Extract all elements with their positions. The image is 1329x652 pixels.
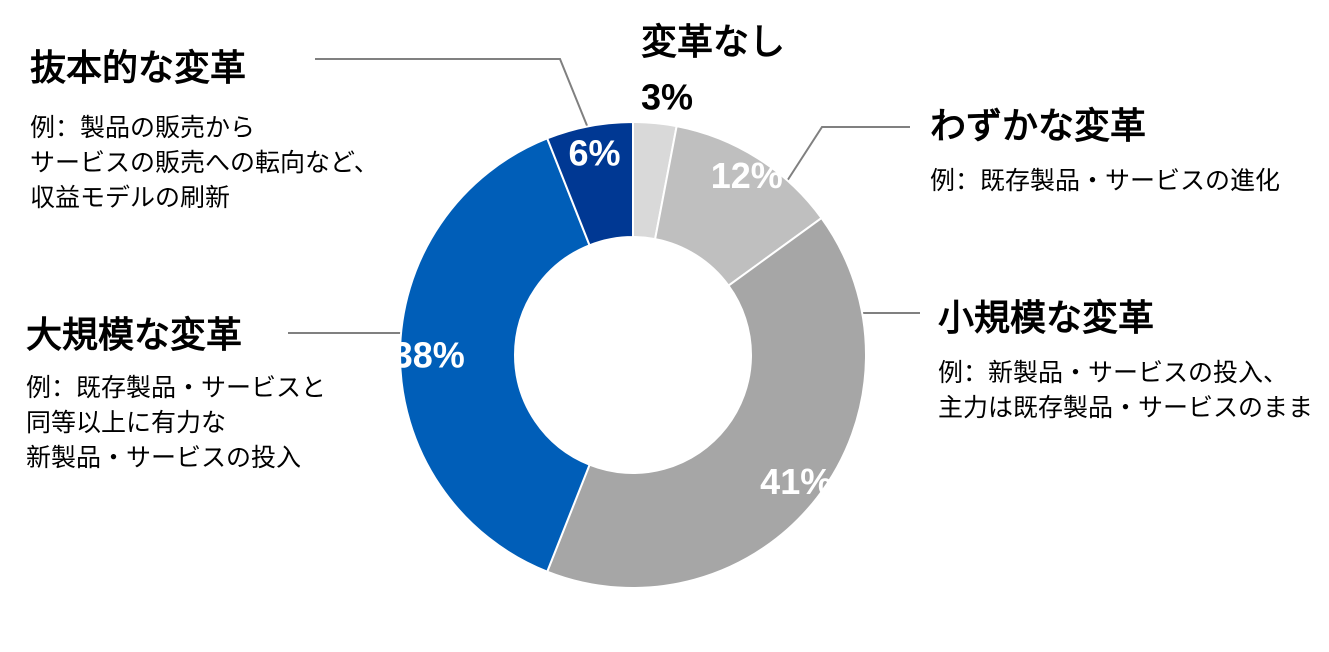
category-title-none: 変革なし [641,22,786,63]
category-desc-large: 例：既存製品・サービスと 同等以上に有力な 新製品・サービスの投入 [26,370,326,475]
donut-slice-labels: 3% 12% 41% 38% 6% [393,77,833,503]
category-desc-large-line-3: 新製品・サービスの投入 [26,443,302,472]
slice-value-label-none: 3% [641,77,693,118]
donut-slices [399,120,867,589]
category-desc-radical-line-3: 収益モデルの刷新 [30,183,231,212]
category-desc-small-line-1: 例：新製品・サービスの投入、 [938,358,1289,387]
category-title-slight: わずかな変革 [930,106,1147,147]
category-desc-radical-line-1: 例：製品の販売から [30,113,256,142]
category-title-small: 小規模な変革 [938,298,1155,339]
category-desc-large-line-2: 同等以上に有力な [26,408,227,437]
slice-value-label-slight: 12% [711,155,783,196]
leader-line-radical [315,58,591,134]
category-desc-radical: 例：製品の販売から サービスの販売への転向など、 収益モデルの刷新 [30,110,379,215]
category-desc-radical-line-2: サービスの販売への転向など、 [30,148,379,177]
donut-slice-large [399,137,591,573]
category-title-large: 大規模な変革 [26,315,243,356]
category-desc-small-line-2: 主力は既存製品・サービスのまま [938,393,1314,422]
slice-value-label-small: 41% [760,461,832,502]
category-desc-small: 例：新製品・サービスの投入、 主力は既存製品・サービスのまま [938,355,1313,425]
category-desc-large-line-1: 例：既存製品・サービスと [26,373,327,402]
donut-slice-radical [545,120,634,247]
category-title-radical: 抜本的な変革 [30,48,247,89]
category-desc-slight-line-1: 例：既存製品・サービスの進化 [930,166,1281,195]
donut-slice-small [545,216,867,589]
leader-line-slight [777,126,910,196]
category-desc-slight: 例：既存製品・サービスの進化 [930,163,1280,198]
slice-value-label-radical: 6% [568,133,620,174]
slice-value-label-large: 38% [393,335,465,376]
